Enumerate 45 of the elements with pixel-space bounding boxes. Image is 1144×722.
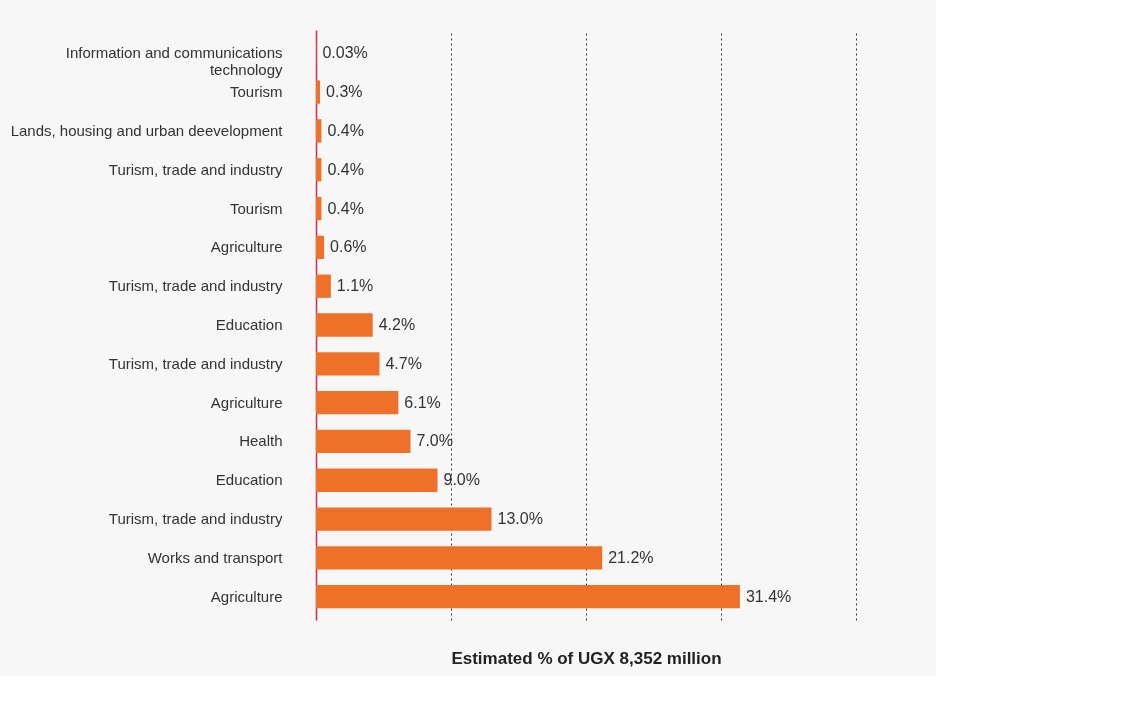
data-label: 0.4% [327, 160, 364, 178]
data-label: 9.0% [443, 471, 480, 489]
bar [316, 507, 492, 531]
y-tick-label: Agriculture [210, 393, 283, 411]
bar [316, 196, 322, 221]
data-label: 0.6% [330, 238, 367, 256]
y-tick-label: Agriculture [210, 238, 283, 256]
y-tick-label: Turism, trade and industry [108, 510, 283, 528]
bar [316, 390, 399, 415]
data-label: 13.0% [497, 510, 543, 528]
data-label: 0.4% [327, 121, 364, 139]
data-label: 4.7% [385, 354, 422, 372]
bar [316, 429, 411, 454]
y-tick-label: Information and communications technology [65, 44, 283, 79]
y-tick-label: Works and transport [147, 548, 284, 566]
y-tick-label: Tourism [229, 83, 283, 101]
y-tick-label: Health [239, 432, 283, 450]
data-label: 21.2% [608, 548, 654, 566]
bar [316, 352, 380, 376]
data-label: 31.4% [745, 587, 792, 605]
bar [316, 235, 325, 260]
y-tick-label: Turism, trade and industry [108, 354, 283, 372]
data-label: 1.1% [336, 277, 374, 295]
bar [316, 468, 438, 492]
data-label: 0.03% [322, 44, 368, 62]
y-tick-label: Tourism [229, 199, 283, 217]
bar [316, 313, 373, 337]
bar [316, 158, 322, 182]
y-tick-label: Turism, trade and industry [108, 160, 283, 178]
y-tick-label: Education [215, 471, 283, 489]
bar [316, 274, 331, 298]
data-label: 0.3% [326, 83, 363, 101]
y-tick-label: Turism, trade and industry [108, 277, 283, 295]
bar [316, 119, 322, 143]
bar [316, 80, 321, 104]
data-label: 4.2% [378, 316, 416, 333]
data-label: 6.1% [404, 393, 441, 411]
bar [316, 546, 603, 570]
data-label: 7.0% [416, 432, 453, 450]
y-tick-label: Education [215, 316, 283, 333]
y-tick-label: Lands, housing and urban deevelopment [10, 121, 284, 139]
x-axis-title: Estimated % of UGX 8,352 million [451, 648, 722, 668]
bar [316, 585, 740, 609]
data-label: 0.4% [327, 199, 364, 217]
y-tick-label: Agriculture [210, 587, 283, 605]
